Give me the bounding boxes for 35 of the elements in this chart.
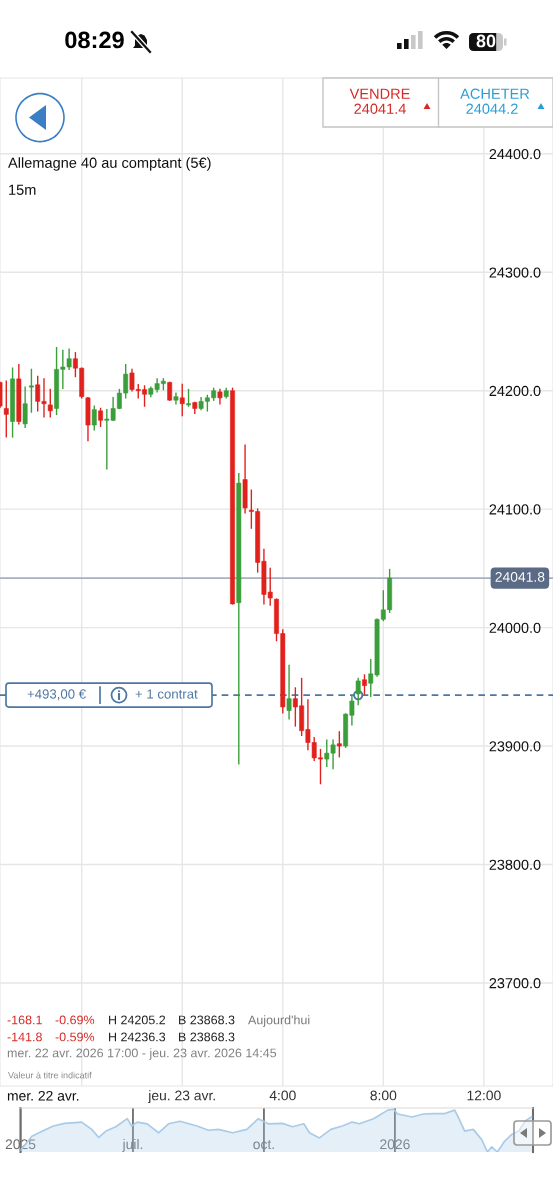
ref-line-label: 24041.8 [495, 571, 545, 582]
y-tick-label: 24000.0 [489, 622, 541, 633]
annotation: -141.8 [7, 1032, 42, 1042]
text: 15m [9, 184, 36, 195]
annotation: -0.69% [55, 1015, 95, 1025]
annotation: mer. 22 avr. 2026 17:00 - jeu. 23 avr. 2026 14:45 [7, 1048, 277, 1060]
annotation: Aujourd'hui [248, 1015, 310, 1027]
text: mer. 22 avr. [7, 1090, 79, 1101]
x-tick-label: 4:00 [269, 1090, 296, 1101]
annotation: VENDRE [349, 88, 410, 99]
annotation: -0.59% [55, 1032, 95, 1042]
y-tick-label: 23800.0 [489, 859, 541, 870]
y-tick-label: 23900.0 [489, 741, 541, 752]
annotation: H 24236.3 [109, 1032, 166, 1042]
text: 08:29 [65, 31, 124, 49]
annotation: + 1 contrat [135, 689, 198, 699]
annotation: ACHETER [460, 88, 530, 99]
text: Allemagne 40 au comptant (5€) [8, 157, 211, 171]
ref-line-label: +493,00 € [27, 689, 86, 701]
y-tick-label: 24300.0 [489, 267, 541, 278]
y-tick-label: 24400.0 [489, 148, 541, 160]
y-tick-label: 24100.0 [489, 504, 541, 515]
y-tick-label: 23700.0 [489, 978, 541, 989]
x-tick-label: 8:00 [370, 1090, 397, 1101]
annotation: 24041.4 [354, 103, 406, 114]
x-tick-label: 12:00 [467, 1090, 501, 1101]
annotation: H 24205.2 [109, 1015, 166, 1025]
annotation: -168.1 [7, 1015, 42, 1025]
x-tick-label: jeu. 23 avr. [147, 1090, 215, 1104]
annotation: Valeur à titre indicatif [8, 1071, 92, 1079]
y-tick-label: 24200.0 [489, 385, 541, 397]
annotation: B 23868.3 [179, 1032, 235, 1042]
text: 80 [476, 34, 496, 48]
annotation: B 23868.3 [179, 1015, 235, 1025]
annotation: 24044.2 [466, 103, 518, 114]
